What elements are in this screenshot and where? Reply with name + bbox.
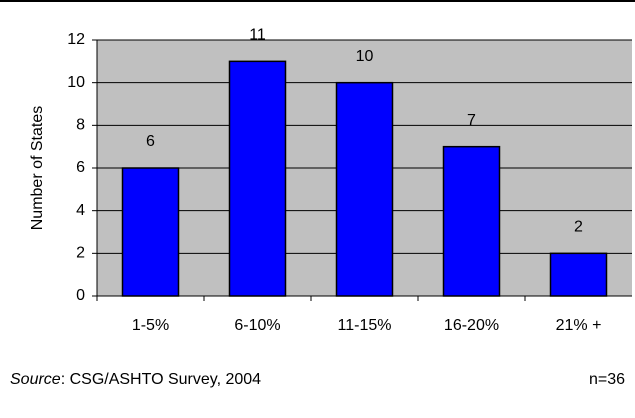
note: n=36 (589, 371, 625, 388)
data-label: 6 (146, 133, 155, 150)
bar (228, 60, 287, 297)
x-tick-label: 16-20% (444, 317, 499, 334)
y-tick-label: 12 (67, 31, 85, 48)
source-label: Source (10, 371, 61, 388)
y-tick-label: 6 (76, 159, 85, 176)
y-tick-label: 8 (76, 117, 85, 134)
y-tick-label: 2 (76, 245, 85, 262)
source: Source: CSG/ASHTO Survey, 2004 (10, 371, 261, 388)
data-label: 2 (574, 219, 583, 236)
y-axis-title: Number of States (29, 106, 46, 231)
data-label: 7 (467, 112, 476, 129)
data-label: 11 (249, 27, 266, 44)
y-tick-label: 4 (76, 202, 85, 219)
bar (121, 167, 180, 297)
data-label: 10 (356, 48, 374, 65)
x-tick-label: 6-10% (234, 317, 280, 334)
x-tick-label: 11-15% (338, 317, 392, 334)
x-tick-label: 21% + (556, 317, 602, 334)
bar (549, 252, 608, 297)
x-tick-label: 1-5% (132, 317, 169, 334)
bar (442, 145, 501, 297)
y-tick-label: 0 (76, 287, 85, 304)
bar (335, 81, 394, 297)
y-tick-label: 10 (67, 74, 85, 91)
source-text: : CSG/ASHTO Survey, 2004 (61, 371, 261, 388)
